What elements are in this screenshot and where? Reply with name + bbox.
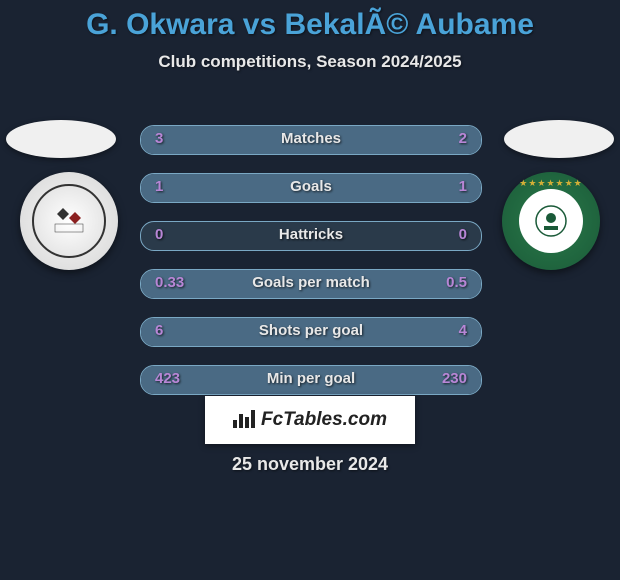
stat-label: Min per goal (141, 370, 481, 387)
stat-label: Shots per goal (141, 322, 481, 339)
stat-bar-matches: 32Matches (140, 125, 482, 155)
stat-bar-shots-per-goal: 64Shots per goal (140, 317, 482, 347)
fctables-logo-text: FcTables.com (261, 409, 387, 431)
comparison-infographic: G. Okwara vs BekalÃ© Aubame Club competi… (0, 0, 620, 580)
team-badge-right-inner (519, 189, 583, 253)
player-left-shadow-ellipse (6, 120, 116, 158)
stat-label: Goals (141, 178, 481, 195)
team-badge-right-stars-icon: ★★★★★★★ (519, 178, 582, 189)
team-badge-left (20, 172, 118, 270)
page-subtitle: Club competitions, Season 2024/2025 (0, 52, 620, 72)
infographic-date: 25 november 2024 (0, 454, 620, 475)
fctables-chart-icon (233, 408, 255, 433)
stat-bar-goals: 11Goals (140, 173, 482, 203)
team-badge-left-inner (32, 184, 106, 258)
team-right-emblem-icon (534, 204, 568, 238)
stats-bars-container: 32Matches 11Goals 00Hattricks 0.330.5Goals … (140, 125, 480, 413)
stat-label: Goals per match (141, 274, 481, 291)
page-title: G. Okwara vs BekalÃ© Aubame (0, 0, 620, 42)
team-badge-right: ★★★★★★★ (502, 172, 600, 270)
stat-label: Hattricks (141, 226, 481, 243)
fctables-logo-box: FcTables.com (205, 396, 415, 444)
player-right-shadow-ellipse (504, 120, 614, 158)
stat-bar-goals-per-match: 0.330.5Goals per match (140, 269, 482, 299)
stat-bar-min-per-goal: 423230Min per goal (140, 365, 482, 395)
team-left-emblem-icon (49, 206, 89, 236)
stat-bar-hattricks: 00Hattricks (140, 221, 482, 251)
stat-label: Matches (141, 130, 481, 147)
